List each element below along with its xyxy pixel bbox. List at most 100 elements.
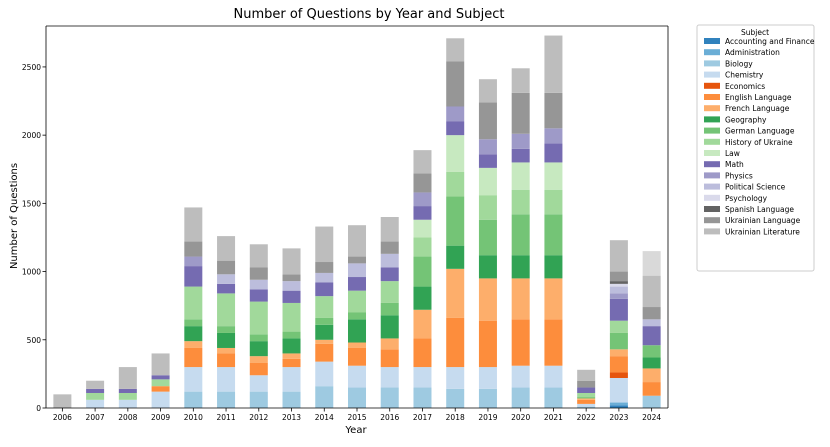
- bar-segment-2010-series-9: [184, 286, 203, 320]
- bar-segment-2011-series-2: [217, 391, 236, 408]
- bar-segment-2021-series-10: [544, 162, 563, 190]
- bar-segment-2012-series-6: [249, 356, 268, 363]
- bar-segment-2009-series-3: [151, 391, 170, 408]
- x-tick-label: 2016: [380, 413, 399, 422]
- x-tick-label: 2021: [544, 413, 563, 422]
- bar-segment-2020-series-5: [511, 319, 530, 366]
- bar-segment-2018-series-6: [446, 268, 465, 318]
- bar-segment-2016-series-9: [380, 281, 399, 303]
- bar-segment-2022-series-3: [577, 403, 596, 407]
- bar-segment-2017-series-16: [413, 173, 432, 193]
- bar-segment-2016-series-16: [380, 241, 399, 254]
- legend-swatch: [704, 71, 720, 78]
- bar-segment-2007-series-11: [86, 388, 105, 393]
- bar-segment-2019-series-16: [478, 102, 497, 140]
- bar-segment-2021-series-5: [544, 319, 563, 366]
- bar-segment-2022-series-11: [577, 387, 596, 393]
- bar-segment-2024-series-5: [642, 382, 661, 396]
- bar-segment-2010-series-2: [184, 391, 203, 408]
- bar-segment-2014-series-13: [315, 272, 334, 283]
- y-tick-label: 500: [27, 336, 42, 345]
- bar-segment-2013-series-2: [282, 391, 301, 408]
- legend-label: Chemistry: [725, 71, 764, 80]
- bar-segment-2014-series-5: [315, 343, 334, 362]
- bar-segment-2024-series-18: [642, 251, 661, 276]
- legend-label: Spanish Language: [725, 205, 794, 214]
- x-tick-label: 2008: [118, 413, 137, 422]
- bar-segment-2016-series-11: [380, 267, 399, 282]
- bar-segment-2015-series-6: [348, 342, 367, 348]
- bar-segment-2012-series-16: [249, 267, 268, 280]
- x-tick-label: 2011: [217, 413, 236, 422]
- legend: Subject Accounting and Finance Administra…: [696, 24, 815, 272]
- bar-segment-2017-series-6: [413, 309, 432, 339]
- bar-segment-2019-series-17: [478, 79, 497, 103]
- bar-segment-2010-series-3: [184, 367, 203, 392]
- bar-segment-2015-series-9: [348, 290, 367, 313]
- y-tick-label: 0: [36, 404, 41, 413]
- bar-segment-2023-series-13: [609, 286, 628, 294]
- bar-segment-2016-series-13: [380, 253, 399, 268]
- bar-segment-2016-series-3: [380, 367, 399, 388]
- bar-segment-2007-series-9: [86, 392, 105, 400]
- legend-frame: [696, 24, 815, 272]
- bar-segment-2020-series-16: [511, 92, 530, 134]
- legend-swatch: [704, 60, 720, 67]
- bar-segment-2023-series-5: [609, 356, 628, 373]
- bar-segment-2011-series-17: [217, 236, 236, 261]
- legend-swatch: [704, 172, 720, 179]
- bar-segment-2014-series-2: [315, 386, 334, 408]
- legend-label: English Language: [725, 93, 792, 102]
- bar-segment-2008-series-17: [118, 367, 137, 389]
- bar-segment-2023-series-1: [609, 402, 628, 406]
- legend-swatch: [704, 116, 720, 123]
- bar-segment-2006-series-17: [53, 394, 72, 408]
- bar-segment-2024-series-7: [642, 357, 661, 369]
- bar-segment-2024-series-13: [642, 319, 661, 327]
- bar-segment-2007-series-17: [86, 380, 105, 389]
- bar-segment-2019-series-11: [478, 154, 497, 168]
- bar-segment-2018-series-11: [446, 121, 465, 136]
- bar-segment-2012-series-7: [249, 341, 268, 357]
- legend-swatch: [704, 49, 720, 56]
- bar-segment-2012-series-17: [249, 244, 268, 268]
- legend-swatch: [704, 105, 720, 112]
- bar-segment-2012-series-2: [249, 391, 268, 408]
- bar-segment-2023-series-16: [609, 271, 628, 282]
- legend-swatch: [704, 183, 720, 190]
- x-tick-label: 2006: [53, 413, 72, 422]
- bar-segment-2015-series-8: [348, 312, 367, 320]
- y-tick-label: 2500: [22, 63, 41, 72]
- bar-segment-2018-series-7: [446, 245, 465, 269]
- bar-segment-2013-series-13: [282, 281, 301, 291]
- bar-segment-2017-series-5: [413, 338, 432, 368]
- bar-segment-2018-series-2: [446, 388, 465, 408]
- bar-segment-2019-series-7: [478, 255, 497, 279]
- x-tick-label: 2012: [249, 413, 268, 422]
- bar-segment-2011-series-11: [217, 283, 236, 294]
- legend-label: Geography: [725, 115, 767, 124]
- bar-segment-2017-series-2: [413, 387, 432, 408]
- bar-segment-2016-series-2: [380, 387, 399, 408]
- bar-segment-2019-series-5: [478, 320, 497, 368]
- bar-segment-2021-series-2: [544, 387, 563, 408]
- bar-segment-2019-series-6: [478, 278, 497, 321]
- legend-label: Law: [725, 149, 740, 158]
- y-tick-label: 1000: [22, 268, 41, 277]
- bar-segment-2023-series-9: [609, 320, 628, 333]
- bar-segment-2013-series-5: [282, 358, 301, 368]
- legend-label: Physics: [725, 171, 753, 180]
- legend-label: Administration: [725, 48, 780, 57]
- bar-segment-2023-series-17: [609, 240, 628, 272]
- bar-segment-2023-series-14: [609, 283, 628, 287]
- bar-segment-2019-series-12: [478, 139, 497, 155]
- bar-segment-2017-series-7: [413, 286, 432, 310]
- bar-segment-2007-series-3: [86, 399, 105, 408]
- bar-segment-2012-series-13: [249, 279, 268, 290]
- legend-label: Biology: [725, 59, 753, 68]
- bar-segment-2024-series-16: [642, 307, 661, 320]
- bar-segment-2022-series-17: [577, 369, 596, 381]
- bar-segment-2009-series-17: [151, 353, 170, 376]
